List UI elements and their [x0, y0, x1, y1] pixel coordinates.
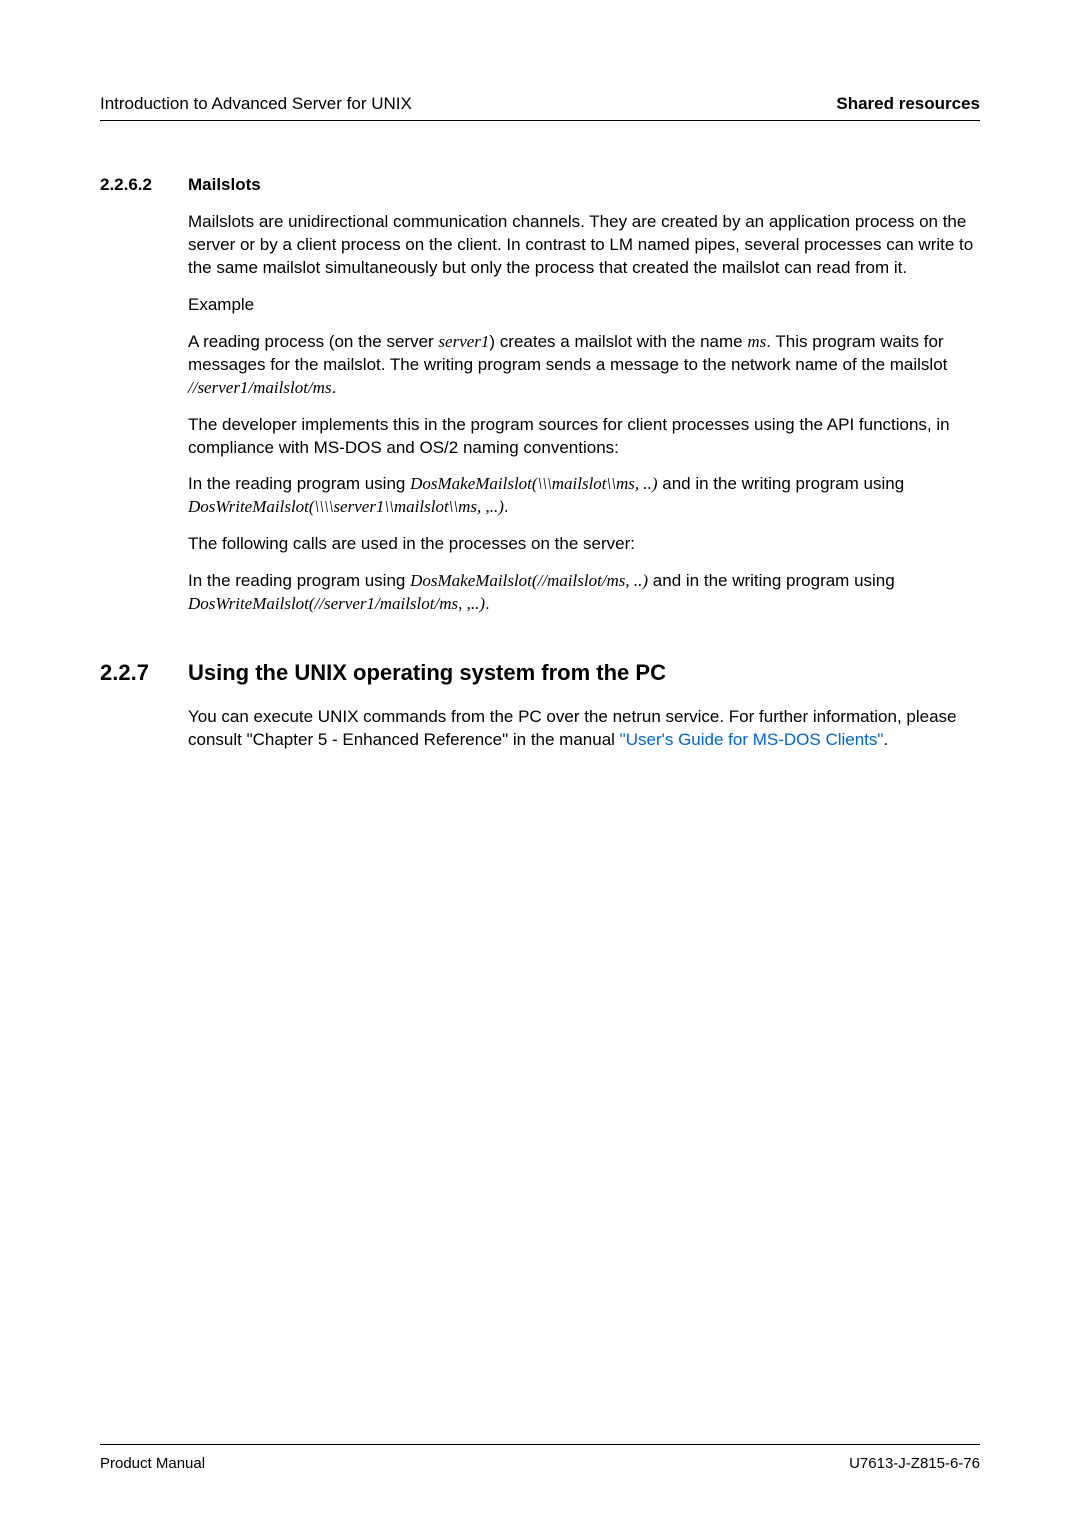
text-run: and in the writing program using — [658, 474, 905, 493]
italic-term: //server1/mailslot/ms — [188, 378, 332, 397]
section-heading-mailslots: 2.2.6.2 Mailslots — [188, 175, 980, 195]
section-title: Using the UNIX operating system from the… — [188, 660, 666, 686]
italic-code: DosWriteMailslot(//server1/mailslot/ms, … — [188, 594, 485, 613]
footer-right: U7613-J-Z815-6-76 — [849, 1455, 980, 1472]
text-run: . — [883, 730, 888, 749]
section-title: Mailslots — [188, 175, 261, 195]
paragraph: A reading process (on the server server1… — [188, 331, 980, 400]
paragraph: You can execute UNIX commands from the P… — [188, 706, 980, 752]
section-number: 2.2.7 — [100, 660, 188, 686]
italic-term: server1 — [438, 332, 489, 351]
cross-reference-link[interactable]: "User's Guide for MS-DOS Clients" — [620, 730, 884, 749]
italic-code: DosMakeMailslot(\\\mailslot\\ms, ..) — [410, 474, 657, 493]
text-run: . — [332, 378, 337, 397]
paragraph: In the reading program using DosMakeMail… — [188, 570, 980, 616]
text-run: . — [485, 594, 490, 613]
text-run: In the reading program using — [188, 474, 410, 493]
section-number: 2.2.6.2 — [100, 175, 188, 195]
page-header: Introduction to Advanced Server for UNIX… — [100, 94, 980, 121]
paragraph: In the reading program using DosMakeMail… — [188, 473, 980, 519]
italic-code: DosWriteMailslot(\\\\server1\\mailslot\\… — [188, 497, 504, 516]
italic-code: DosMakeMailslot(//mailslot/ms, ..) — [410, 571, 648, 590]
text-run: and in the writing program using — [648, 571, 895, 590]
footer-left: Product Manual — [100, 1455, 205, 1472]
text-run: . — [504, 497, 509, 516]
italic-term: ms — [747, 332, 766, 351]
paragraph: The following calls are used in the proc… — [188, 533, 980, 556]
header-left: Introduction to Advanced Server for UNIX — [100, 94, 412, 114]
text-run: In the reading program using — [188, 571, 410, 590]
paragraph: Mailslots are unidirectional communicati… — [188, 211, 980, 280]
example-label: Example — [188, 294, 980, 317]
paragraph: The developer implements this in the pro… — [188, 414, 980, 460]
header-right: Shared resources — [836, 94, 980, 114]
text-run: A reading process (on the server — [188, 332, 438, 351]
text-run: ) creates a mailslot with the name — [489, 332, 747, 351]
section-heading-unix-pc: 2.2.7 Using the UNIX operating system fr… — [100, 660, 980, 686]
page-footer: Product Manual U7613-J-Z815-6-76 — [100, 1444, 980, 1472]
